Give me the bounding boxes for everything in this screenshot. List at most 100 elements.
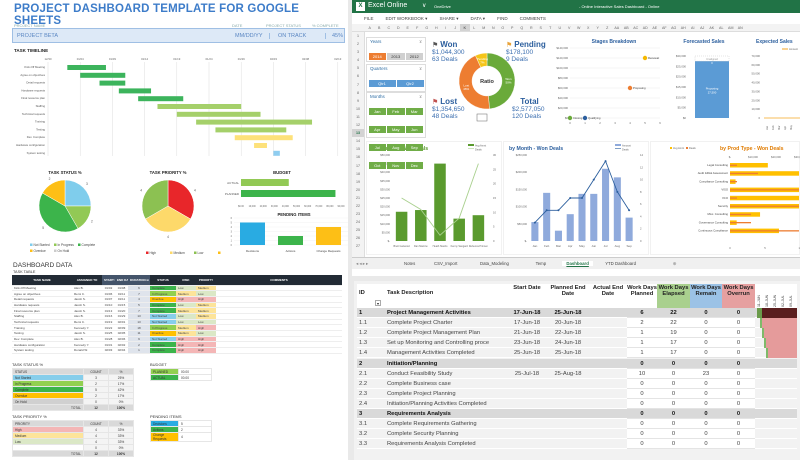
tracker-cell-p[interactable]: 0 (640, 400, 644, 407)
tracker-cell-e[interactable]: 17 (670, 340, 677, 347)
tracker-cell-id[interactable]: 2 (359, 360, 363, 367)
task-table-cell[interactable]: High (196, 324, 216, 331)
row-header[interactable]: 8 (357, 90, 359, 95)
task-table-cell[interactable]: 13 (128, 313, 150, 320)
sheet-tab-temp[interactable]: Temp (535, 261, 547, 266)
task-table-cell[interactable]: Hardware requests (12, 302, 72, 309)
tracker-cell-desc[interactable]: Conduct Feasibility Study (387, 370, 453, 377)
tracker-cell-desc[interactable]: Complete Project Management Plan (387, 330, 481, 337)
column-header-ah[interactable]: AH (680, 26, 686, 30)
column-header-z[interactable]: Z (606, 26, 609, 30)
app-switcher-chevron-icon[interactable]: ∨ (422, 3, 427, 9)
tracker-cell-e[interactable]: 0 (671, 360, 676, 367)
column-header-ae[interactable]: AE (652, 26, 658, 30)
tracker-cell-o[interactable]: 0 (736, 360, 741, 367)
tracker-cell-r[interactable]: 0 (704, 330, 708, 337)
tracker-cell-desc[interactable]: Complete Business case (387, 380, 451, 387)
task-table-cell[interactable]: Hardware configuration (12, 341, 72, 349)
tracker-cell-planned[interactable]: 25-Jun-18 (554, 350, 582, 357)
tracker-cell-start[interactable]: 17-Jun-18 (513, 310, 541, 316)
tracker-cell-r[interactable]: 0 (704, 360, 708, 367)
task-table-cell[interactable]: 9 (128, 336, 150, 343)
tracker-cell-p[interactable]: 1 (640, 330, 644, 337)
row-header[interactable]: 2 (357, 42, 359, 47)
months-slicer-item[interactable]: Aug (387, 144, 405, 151)
task-table-cell[interactable]: Kennedy Y. (72, 324, 102, 331)
column-header-aa[interactable]: AA (614, 26, 620, 30)
task-table-cell[interactable]: 01/16 (102, 313, 115, 320)
task-table-cell[interactable]: High (196, 296, 216, 303)
tracker-cell-r[interactable]: 0 (704, 350, 708, 357)
months-slicer-item[interactable]: Oct (368, 162, 386, 169)
tracker-cell-desc[interactable]: Complete Requirements Gathering (387, 421, 477, 428)
row-header[interactable]: 9 (357, 98, 359, 103)
tracker-cell-r[interactable]: 0 (704, 400, 708, 407)
months-slicer-item[interactable]: Jun (405, 126, 423, 133)
tracker-cell-o[interactable]: 0 (736, 411, 741, 417)
task-table-cell[interactable]: Medium (196, 285, 216, 292)
tracker-cell-e[interactable]: 22 (670, 320, 677, 327)
tracker-cell-planned[interactable]: 20-Jun-18 (554, 320, 582, 327)
menu-share[interactable]: SHARE ▾ (439, 16, 459, 21)
menu-file[interactable]: FILE (364, 16, 374, 21)
quarters-slicer-item[interactable]: Qtr1 (368, 80, 396, 87)
task-table-cell[interactable]: 01/15 (115, 302, 128, 309)
tracker-row[interactable] (357, 429, 797, 440)
row-header[interactable]: 16 (356, 155, 360, 160)
column-header-n[interactable]: N (491, 26, 495, 30)
quarters-slicer-item[interactable]: Qtr2 (396, 80, 424, 87)
task-table-cell[interactable]: 02/01 (115, 319, 128, 326)
task-table-cell[interactable]: 01/29 (115, 313, 128, 320)
tracker-cell-e[interactable]: 19 (670, 330, 677, 337)
row-header[interactable]: 14 (356, 139, 360, 144)
task-table-cell[interactable]: Overdue (150, 296, 176, 303)
column-header-w[interactable]: W (577, 26, 581, 30)
months-clear-filter-icon[interactable]: ⊻ (419, 94, 422, 99)
task-table-cell[interactable]: Low (196, 330, 216, 337)
task-table-cell[interactable]: Low (196, 290, 216, 297)
task-table-cell[interactable] (216, 302, 342, 309)
tracker-cell-start[interactable]: 23-Jun-18 (513, 340, 541, 347)
tracker-cell-r[interactable]: 0 (704, 310, 708, 316)
tracker-cell-id[interactable]: 3 (359, 411, 363, 417)
tracker-cell-p[interactable]: 0 (640, 380, 644, 387)
tracker-cell-o[interactable]: 0 (736, 400, 741, 407)
tracker-cell-r[interactable]: 0 (704, 441, 708, 448)
task-table-cell[interactable]: Low (176, 285, 196, 292)
tracker-row[interactable] (357, 388, 797, 399)
tracker-cell-start[interactable]: 17-Jun-18 (513, 320, 541, 327)
column-header-y[interactable]: Y (596, 26, 599, 30)
task-table-cell[interactable]: Agree on objectives (12, 290, 72, 297)
task-table-cell[interactable]: Not Started (150, 336, 176, 343)
tracker-cell-desc[interactable]: Management Activities Completed (387, 350, 475, 357)
tracker-cell-p[interactable]: 6 (640, 310, 644, 316)
task-table-cell[interactable]: Medium (196, 307, 216, 314)
task-table-cell[interactable]: Complete (150, 341, 176, 349)
tracker-cell-id[interactable]: 1.3 (359, 340, 368, 347)
column-header-ac[interactable]: AC (633, 26, 639, 30)
tracker-cell-planned[interactable]: 24-Jun-18 (554, 340, 582, 347)
tracker-cell-id[interactable]: 2.3 (359, 390, 368, 397)
tracker-cell-desc[interactable]: Complete Security Planning (387, 431, 459, 438)
task-table-cell[interactable]: High (176, 341, 196, 349)
column-header-s[interactable]: S (539, 26, 542, 30)
tracker-row[interactable] (357, 398, 797, 409)
row-header[interactable]: 20 (356, 187, 360, 192)
tracker-cell-o[interactable]: 0 (736, 370, 741, 377)
tracker-cell-id[interactable]: 3.1 (359, 421, 368, 428)
column-header-l[interactable]: L (473, 26, 476, 30)
task-table-cell[interactable]: High (176, 336, 196, 343)
row-header[interactable]: 22 (356, 203, 360, 208)
column-header-x[interactable]: X (587, 26, 590, 30)
task-table-cell[interactable]: 01/11 (115, 290, 128, 297)
tracker-cell-planned[interactable]: 25-Jun-18 (554, 310, 582, 316)
months-slicer-item[interactable]: Jul (368, 144, 386, 151)
column-header-o[interactable]: O (501, 26, 505, 30)
column-header-ai[interactable]: AI (691, 26, 695, 30)
column-header-ak[interactable]: AK (709, 26, 715, 30)
column-header-h[interactable]: H (434, 26, 438, 30)
task-table-cell[interactable] (216, 296, 342, 303)
task-table-cell[interactable] (216, 307, 342, 314)
tracker-cell-e[interactable]: 22 (670, 310, 677, 316)
row-header[interactable]: 19 (356, 179, 360, 184)
